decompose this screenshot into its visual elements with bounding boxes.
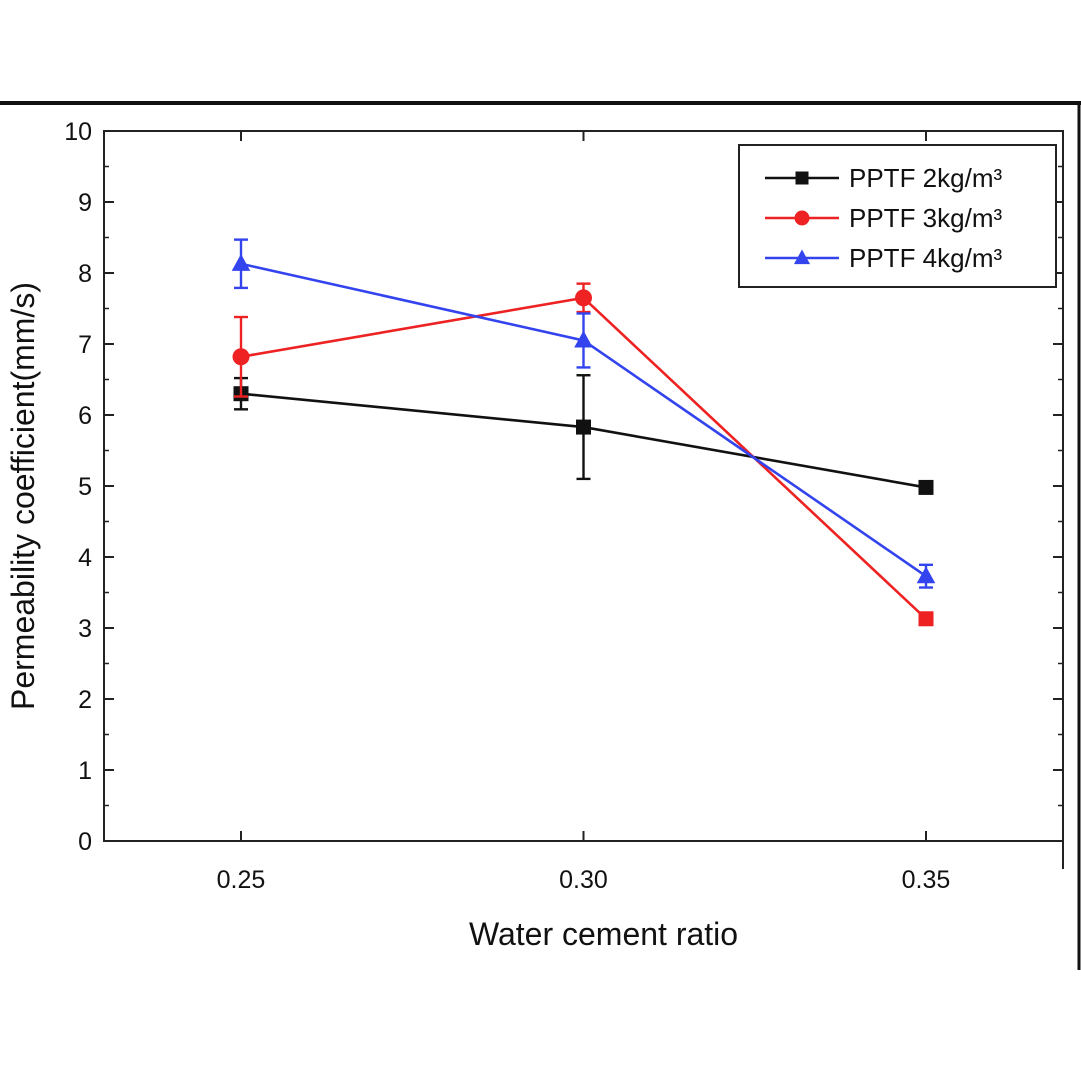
legend: PPTF 2kg/m³ PPTF 3kg/m³ PPTF 4kg/m³: [738, 144, 1057, 288]
series-group: [233, 374, 934, 495]
data-point-circle: [575, 289, 592, 307]
series-group: [232, 282, 934, 627]
series-group: [231, 238, 936, 589]
x-tick-label: 0.25: [217, 866, 266, 894]
data-point-triangle: [916, 566, 936, 584]
legend-item: PPTF 4kg/m³: [765, 243, 1002, 273]
y-axis-ticks: 0 1 2 3 4 5 6 7 8 9 10: [64, 118, 1063, 856]
data-point-square: [918, 479, 934, 495]
y-axis-title: Permeability coefficient(mm/s): [5, 282, 41, 710]
data-point-triangle: [231, 254, 251, 271]
y-tick-label: 9: [78, 189, 92, 217]
y-tick-label: 8: [78, 260, 92, 288]
data-point-square: [918, 611, 934, 627]
y-tick-label: 7: [78, 331, 92, 359]
data-point-triangle: [574, 330, 593, 348]
y-tick-label: 6: [78, 402, 92, 430]
data-point-triangle: [793, 249, 811, 265]
legend-item: PPTF 3kg/m³: [765, 203, 1002, 233]
legend-label: PPTF 2kg/m³: [849, 163, 1002, 193]
y-tick-label: 5: [78, 473, 92, 501]
y-tick-label: 2: [78, 686, 92, 714]
data-point-square: [576, 419, 591, 435]
x-tick-label: 0.35: [902, 866, 951, 894]
series-layer: [231, 238, 936, 627]
legend-label: PPTF 4kg/m³: [849, 243, 1002, 273]
y-tick-label: 0: [78, 828, 92, 856]
legend-item: PPTF 2kg/m³: [765, 163, 1002, 193]
y-tick-label: 1: [78, 757, 92, 785]
legend-label: PPTF 3kg/m³: [849, 203, 1002, 233]
x-tick-label: 0.30: [559, 866, 608, 894]
y-tick-label: 3: [78, 615, 92, 643]
x-axis-ticks: 0.25 0.30 0.35: [217, 131, 1064, 894]
data-point-circle: [232, 348, 250, 366]
data-point-circle: [794, 210, 810, 226]
y-tick-label: 4: [78, 544, 92, 572]
data-point-square: [795, 171, 809, 185]
y-tick-label: 10: [64, 118, 92, 146]
x-axis-title: Water cement ratio: [469, 916, 738, 952]
legend-box: [738, 144, 1057, 288]
